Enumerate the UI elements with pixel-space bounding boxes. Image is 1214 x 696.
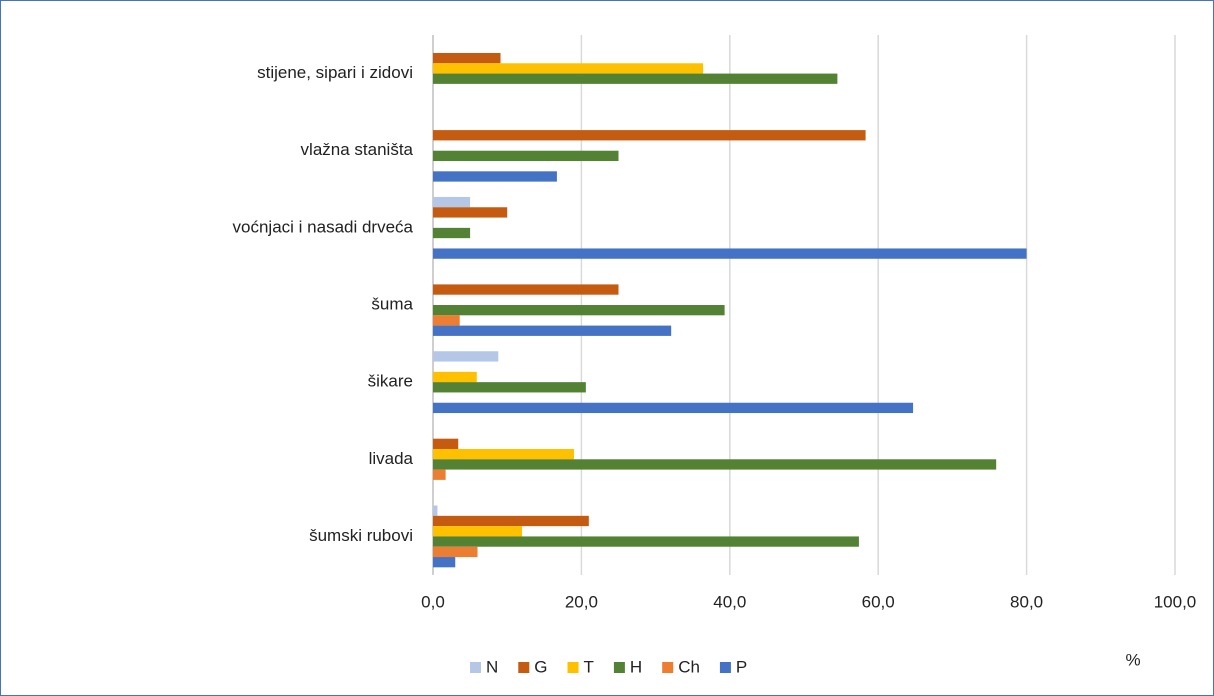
bar bbox=[433, 284, 619, 295]
x-tick-label: 20,0 bbox=[565, 592, 598, 611]
legend-swatch bbox=[470, 662, 481, 673]
y-tick-label: livada bbox=[369, 449, 414, 468]
bar bbox=[433, 526, 523, 537]
bar bbox=[433, 73, 838, 84]
bar bbox=[433, 382, 586, 393]
legend-swatch bbox=[719, 662, 731, 673]
x-axis-label: % bbox=[1125, 650, 1140, 669]
legend-label: T bbox=[584, 657, 594, 676]
bar bbox=[433, 52, 501, 64]
bar bbox=[433, 459, 997, 470]
bar bbox=[433, 469, 446, 480]
bar bbox=[433, 196, 471, 208]
bar bbox=[433, 438, 459, 449]
bar bbox=[433, 402, 914, 414]
bar bbox=[433, 207, 508, 218]
bar bbox=[433, 557, 456, 568]
y-tick-label: šumski rubovi bbox=[309, 526, 413, 545]
y-tick-label: vlažna staništa bbox=[301, 140, 414, 159]
bar bbox=[433, 448, 574, 460]
legend-label: H bbox=[630, 657, 642, 676]
y-tick-label: voćnjaci i nasadi drveća bbox=[233, 217, 414, 236]
bar bbox=[433, 130, 866, 141]
legend-swatch bbox=[662, 662, 674, 673]
legend-label: G bbox=[534, 657, 547, 676]
legend-swatch bbox=[567, 662, 579, 673]
bar bbox=[433, 351, 499, 362]
x-tick-label: 60,0 bbox=[862, 592, 895, 611]
bar bbox=[433, 227, 471, 239]
bar bbox=[433, 515, 589, 527]
bar bbox=[433, 315, 460, 326]
bar bbox=[433, 305, 725, 316]
bar bbox=[433, 536, 859, 547]
y-tick-label: stijene, sipari i zidovi bbox=[257, 63, 413, 82]
legend-label: P bbox=[736, 657, 747, 676]
bar bbox=[433, 505, 438, 516]
y-tick-label: šikare bbox=[368, 372, 413, 391]
bar bbox=[433, 150, 619, 162]
y-tick-label: šuma bbox=[371, 294, 413, 313]
bar bbox=[433, 171, 557, 182]
legend-label: Ch bbox=[678, 657, 700, 676]
bar bbox=[433, 371, 477, 383]
bar bbox=[433, 546, 478, 558]
bar bbox=[433, 63, 704, 74]
bar bbox=[433, 325, 672, 336]
legend-label: N bbox=[486, 657, 498, 676]
x-tick-label: 100,0 bbox=[1154, 592, 1197, 611]
legend-swatch bbox=[518, 662, 530, 673]
x-tick-label: 0,0 bbox=[421, 592, 445, 611]
x-tick-label: 40,0 bbox=[713, 592, 746, 611]
x-tick-label: 80,0 bbox=[1010, 592, 1043, 611]
legend-swatch bbox=[613, 662, 625, 673]
bar bbox=[433, 248, 1027, 259]
